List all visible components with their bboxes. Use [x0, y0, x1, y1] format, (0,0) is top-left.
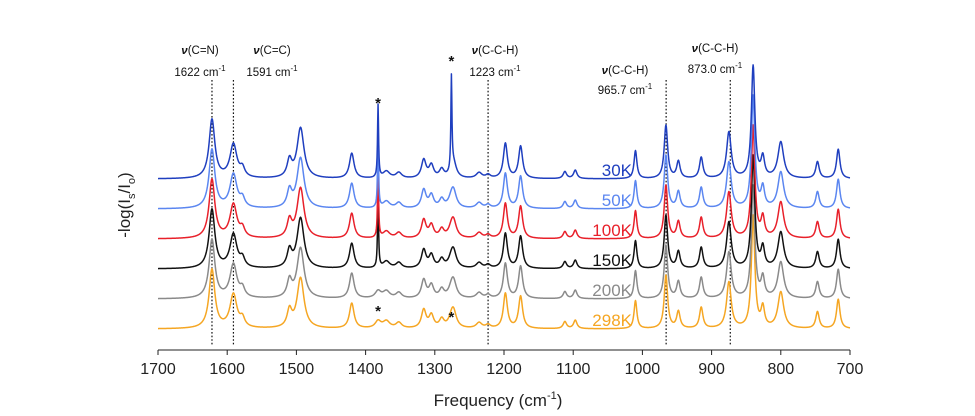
x-axis-title: Frequency (cm-1)	[434, 390, 563, 410]
annotation-wavenumber: 873.0 cm	[688, 64, 735, 76]
nu-symbol: ν	[181, 45, 188, 57]
asterisk-mark: *	[448, 53, 454, 70]
annotation-wavenumber: 1622 cm	[174, 67, 218, 79]
x-tick-label: 1000	[625, 361, 661, 378]
x-axis-title-end: )	[557, 391, 563, 410]
annotation-mode: ν(C-C-H)	[692, 43, 739, 55]
temperature-labels: 298K 200K 150K 100K 50K 30K	[592, 161, 632, 330]
x-tick-label: 1300	[417, 361, 453, 378]
annotation-group: (C=C)	[260, 45, 291, 57]
y-axis-title-end: )	[115, 172, 134, 178]
annotation-group: (C-C-H)	[478, 45, 518, 57]
annotation-value: 1591 cm-1	[246, 64, 298, 79]
spectrum-line-200K	[157, 184, 851, 300]
y-axis-title-mid: /I	[115, 184, 134, 193]
x-tick-label: 1100	[556, 361, 591, 378]
annotation-mode: ν(C-C-H)	[472, 45, 519, 57]
x-tick-label: 1700	[140, 361, 176, 378]
y-axis-title-sub-o: o	[126, 178, 138, 184]
series-label-150K: 150K	[592, 251, 632, 270]
annotation-unit-sup: -1	[735, 61, 743, 70]
annotation-unit-sup: -1	[218, 64, 226, 73]
series-label-50K: 50K	[602, 191, 633, 210]
annotation-unit-sup: -1	[290, 64, 298, 73]
spectra-traces	[157, 64, 851, 330]
spectrum-line-50K	[157, 94, 851, 210]
asterisk-mark: *	[375, 303, 381, 320]
annotation-mode: ν(C-C-H)	[602, 65, 649, 77]
x-tick-label: 700	[837, 361, 864, 378]
x-tick-label: 1200	[486, 361, 522, 378]
x-tick-label: 900	[698, 361, 725, 378]
annotation-mode: ν(C=N)	[181, 45, 219, 57]
series-label-30K: 30K	[602, 161, 633, 180]
spectrum-line-298K	[157, 214, 851, 330]
annotation-group: (C-C-H)	[698, 43, 738, 55]
y-axis-title-sub-s: s	[126, 193, 138, 199]
annotation-value: 873.0 cm-1	[688, 61, 743, 76]
nu-symbol: ν	[253, 45, 260, 57]
spectrum-line-100K	[157, 124, 851, 240]
series-label-200K: 200K	[592, 281, 632, 300]
y-axis-title-main: -log(I	[115, 199, 134, 238]
spectrum-line-30K	[157, 64, 851, 180]
x-tick-label: 1500	[279, 361, 315, 378]
x-axis-title-sup: -1	[547, 390, 557, 402]
nu-symbol: ν	[692, 43, 699, 55]
spectrum-line-150K	[157, 154, 851, 270]
series-label-298K: 298K	[592, 311, 632, 330]
annotation-unit-sup: -1	[645, 82, 653, 91]
annotation-wavenumber: 965.7 cm	[598, 85, 645, 97]
series-label-100K: 100K	[592, 221, 632, 240]
x-axis: 1700 1600 1500 1400 1300 1200 1100 1000 900 800 70…	[140, 349, 863, 378]
annotation-value: 1223 cm-1	[469, 64, 521, 79]
annotation-wavenumber: 1591 cm	[246, 67, 290, 79]
annotation-unit-sup: -1	[513, 64, 521, 73]
annotation-group: (C-C-H)	[608, 65, 648, 77]
annotation-mode: ν(C=C)	[253, 45, 291, 57]
annotation-value: 1622 cm-1	[174, 64, 226, 79]
annotation-value: 965.7 cm-1	[598, 82, 653, 97]
x-tick-label: 1600	[209, 361, 245, 378]
annotation-group: (C=N)	[188, 45, 219, 57]
asterisk-mark: *	[375, 95, 381, 112]
peak-annotations: ν(C=N)1622 cm-1ν(C=C)1591 cm-1ν(C-C-H)12…	[174, 43, 742, 97]
x-axis-ticks: 1700 1600 1500 1400 1300 1200 1100 1000 900 800 70…	[140, 350, 863, 378]
annotation-wavenumber: 1223 cm	[469, 67, 513, 79]
x-tick-label: 800	[767, 361, 794, 378]
y-axis-title: -log(Is/Io)	[115, 172, 138, 237]
x-tick-label: 1400	[348, 361, 384, 378]
asterisk-marks: * * * *	[375, 53, 454, 326]
nu-symbol: ν	[472, 45, 479, 57]
nu-symbol: ν	[602, 65, 609, 77]
asterisk-mark: *	[448, 309, 454, 326]
x-axis-title-main: Frequency (cm	[434, 391, 547, 410]
